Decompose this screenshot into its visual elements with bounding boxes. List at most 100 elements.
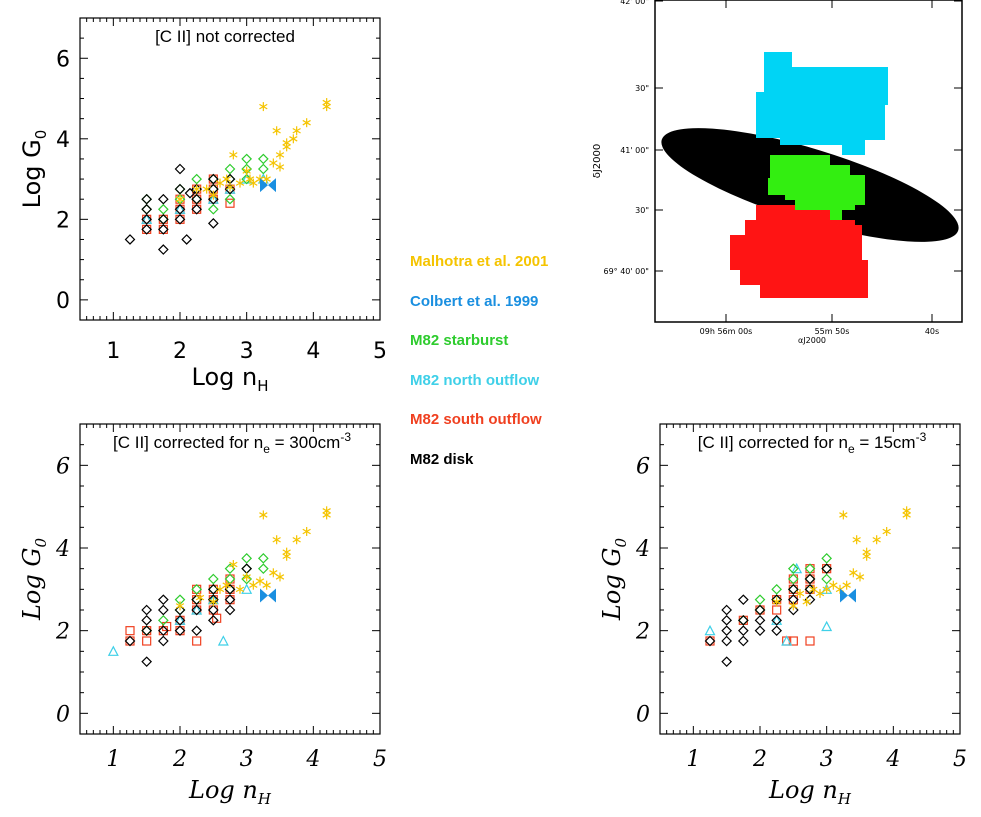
data-point (174, 193, 186, 205)
data-point (208, 174, 218, 184)
data-point (737, 625, 749, 637)
data-point (192, 184, 202, 194)
series-colbert-et-al-1999 (260, 178, 276, 193)
data-point (224, 583, 236, 595)
data-point (191, 203, 203, 215)
data-point (789, 601, 798, 611)
data-point (754, 604, 766, 616)
map-dec-tick-label: 30" (635, 84, 649, 93)
data-point (795, 588, 805, 598)
x-tick-label: 1 (106, 747, 120, 772)
data-point (208, 584, 218, 594)
x-tick-label: 5 (953, 747, 967, 772)
data-point (207, 193, 219, 204)
legend: Malhotra et al. 2001 Colbert et al. 1999… (410, 242, 548, 479)
data-point (815, 588, 825, 598)
data-point (282, 547, 291, 557)
legend-item-south-outflow: M82 south outflow (410, 411, 542, 428)
data-point (781, 635, 793, 646)
data-point (241, 583, 253, 594)
plot-frame (79, 17, 381, 321)
data-point (282, 551, 291, 561)
data-point (225, 184, 235, 194)
data-point (141, 213, 153, 225)
data-point (157, 224, 169, 235)
plot-frame (79, 423, 381, 735)
data-point (141, 614, 153, 626)
data-point (225, 182, 235, 192)
data-point (704, 624, 716, 636)
series-m82-starburst (737, 552, 833, 626)
data-point (224, 183, 236, 195)
data-point (222, 174, 231, 184)
data-point (174, 614, 186, 626)
data-point (259, 510, 268, 520)
data-point (771, 594, 783, 606)
data-point (272, 126, 281, 136)
y-tick-label: 6 (56, 47, 70, 72)
data-point (202, 184, 211, 194)
series-colbert-et-al-1999 (840, 588, 856, 603)
data-point (289, 134, 298, 144)
map-dec-tick-label: 69° 40' 00" (603, 267, 649, 276)
data-point (195, 593, 205, 603)
data-point (260, 178, 276, 193)
data-point (141, 604, 153, 616)
data-point (872, 535, 881, 545)
data-point (241, 153, 253, 165)
data-point (208, 194, 218, 204)
data-point (772, 605, 782, 615)
data-point (245, 174, 255, 184)
data-point (787, 583, 799, 595)
data-point (737, 614, 749, 626)
data-point (174, 203, 186, 214)
data-point (207, 173, 219, 185)
data-point (241, 173, 253, 184)
data-point (771, 625, 783, 637)
y-tick-label: 2 (56, 208, 70, 233)
data-point (174, 163, 186, 175)
x-tick-label: 3 (240, 339, 254, 364)
y-tick-label: 0 (56, 702, 70, 727)
data-point (302, 526, 311, 536)
data-point (771, 614, 783, 625)
data-point (862, 547, 871, 557)
data-point (141, 213, 153, 224)
data-point (242, 572, 251, 582)
data-point (804, 583, 816, 595)
data-point (882, 526, 891, 536)
data-point (821, 563, 833, 575)
data-point (855, 572, 865, 582)
data-point (249, 580, 258, 590)
series-m82-starburst (141, 552, 269, 637)
data-point (754, 594, 766, 606)
data-point (259, 102, 268, 112)
data-point (721, 635, 733, 647)
data-point (157, 203, 169, 215)
x-tick-label: 3 (820, 747, 834, 772)
data-point (737, 614, 749, 626)
data-point (192, 605, 202, 615)
data-point (292, 126, 301, 136)
data-point (141, 203, 153, 215)
data-point (322, 102, 331, 112)
data-point (804, 573, 816, 585)
data-point (772, 595, 782, 605)
data-point (721, 614, 733, 626)
data-point (207, 604, 219, 616)
data-point (241, 173, 253, 185)
data-point (805, 564, 815, 574)
x-tick-label: 2 (752, 747, 767, 772)
data-point (805, 636, 815, 646)
data-point (704, 635, 716, 647)
data-point (175, 194, 185, 204)
data-point (241, 163, 253, 175)
data-point (821, 583, 833, 594)
data-point (804, 583, 816, 595)
data-point (157, 625, 169, 637)
data-point (224, 183, 236, 194)
data-point (222, 580, 231, 590)
legend-item-disk: M82 disk (410, 450, 474, 468)
x-tick-label: 1 (106, 339, 120, 364)
data-point (282, 138, 291, 148)
